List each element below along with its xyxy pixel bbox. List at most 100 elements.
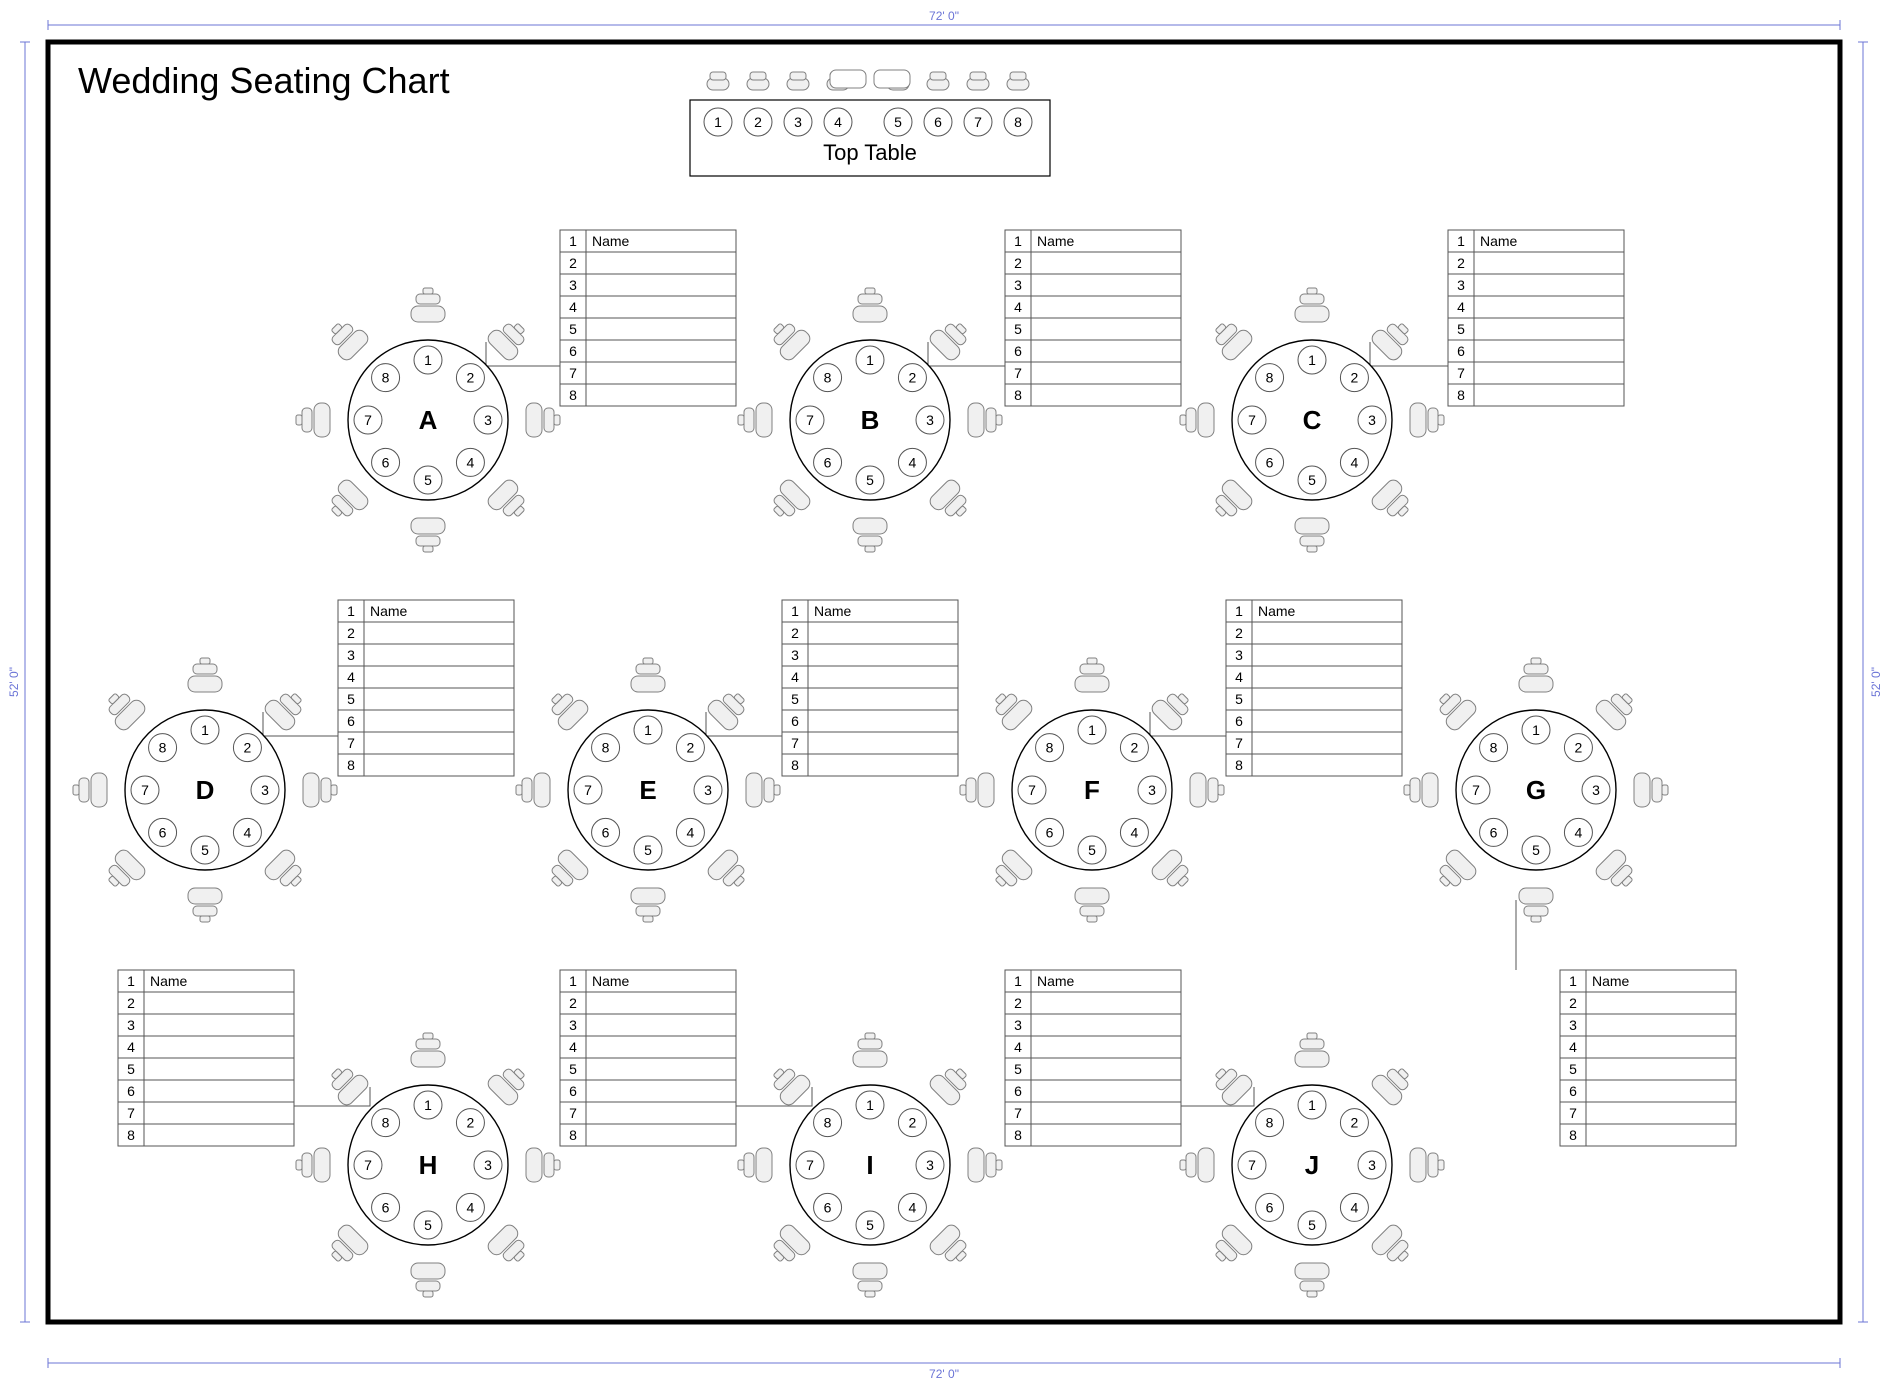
seat-number: 2 [1351, 370, 1359, 386]
seat-number: 7 [1028, 782, 1036, 798]
seating-chart-svg: 72' 0"72' 0"52' 0"52' 0"12345678Top Tabl… [0, 0, 1888, 1388]
chair [960, 773, 994, 807]
seat-number: 6 [1046, 824, 1054, 840]
grid-header: Name [814, 603, 852, 619]
seat-number: 6 [382, 1199, 390, 1215]
grid-row-number: 4 [1569, 1039, 1577, 1055]
grid-row-number: 2 [569, 255, 577, 271]
seat-number: 7 [584, 782, 592, 798]
grid-row-number: 1 [127, 973, 135, 989]
seat-number: 4 [1351, 1199, 1359, 1215]
grid-row-number: 4 [1014, 1039, 1022, 1055]
grid-row-number: 7 [127, 1105, 135, 1121]
top-table-chair-back [1010, 72, 1026, 80]
table-letter-C: C [1303, 405, 1322, 435]
seat-number: 2 [1131, 740, 1139, 756]
grid-row-number: 3 [569, 1017, 577, 1033]
grid-row-number: 3 [1569, 1017, 1577, 1033]
seat-number: 1 [644, 722, 652, 738]
chair [526, 1148, 560, 1182]
seat-number: 1 [1088, 722, 1096, 738]
chair [296, 1148, 330, 1182]
grid-row-number: 7 [569, 1105, 577, 1121]
grid-row-number: 6 [1235, 713, 1243, 729]
seat-number: 1 [424, 1097, 432, 1113]
chair [485, 315, 533, 363]
seat-number: 4 [244, 824, 252, 840]
seat-number: 7 [1248, 1157, 1256, 1173]
grid-row-number: 7 [1569, 1105, 1577, 1121]
chair [631, 658, 665, 692]
dimension-height-left: 52' 0" [7, 667, 21, 697]
seat-number: 6 [1490, 824, 1498, 840]
seat-number: 7 [1472, 782, 1480, 798]
chair [485, 1060, 533, 1108]
seat-number: 5 [1532, 842, 1540, 858]
grid-row-number: 8 [569, 387, 577, 403]
chair [1519, 888, 1553, 922]
grid-row-number: 6 [569, 1083, 577, 1099]
grid-row-number: 1 [791, 603, 799, 619]
grid-row-number: 7 [1235, 735, 1243, 751]
chair [927, 1060, 975, 1108]
top-table-seat-number: 6 [934, 114, 942, 130]
table-letter-H: H [419, 1150, 438, 1180]
dimension-height-right: 52' 0" [1869, 667, 1883, 697]
seat-number: 7 [806, 1157, 814, 1173]
seat-number: 1 [1308, 1097, 1316, 1113]
chair [968, 1148, 1002, 1182]
top-table-seat-number: 7 [974, 114, 982, 130]
grid-row-number: 5 [1457, 321, 1465, 337]
chair [1404, 773, 1438, 807]
seat-number: 8 [1266, 1115, 1274, 1131]
grid-row-number: 8 [347, 757, 355, 773]
chair [485, 1222, 533, 1270]
grid-row-number: 3 [127, 1017, 135, 1033]
seat-number: 8 [602, 740, 610, 756]
grid-row-number: 1 [569, 973, 577, 989]
chair [1369, 315, 1417, 363]
chair [631, 888, 665, 922]
grid-row-number: 6 [1014, 1083, 1022, 1099]
seat-number: 2 [1351, 1115, 1359, 1131]
chair [1180, 403, 1214, 437]
chair [1207, 1060, 1255, 1108]
seat-number: 5 [644, 842, 652, 858]
seat-number: 7 [806, 412, 814, 428]
grid-row-number: 2 [1014, 995, 1022, 1011]
seat-number: 3 [484, 1157, 492, 1173]
table-letter-A: A [419, 405, 438, 435]
seat-number: 4 [1131, 824, 1139, 840]
seat-number: 2 [909, 370, 917, 386]
chair [1369, 1060, 1417, 1108]
grid-row-number: 2 [1235, 625, 1243, 641]
seat-number: 4 [467, 1199, 475, 1215]
seat-number: 2 [244, 740, 252, 756]
grid-row-number: 4 [1014, 299, 1022, 315]
chair [1369, 1222, 1417, 1270]
chair [485, 477, 533, 525]
grid-row-number: 4 [569, 299, 577, 315]
chair [303, 773, 337, 807]
seat-number: 6 [382, 454, 390, 470]
dimension-width-bottom: 72' 0" [929, 1367, 959, 1381]
chair [262, 847, 310, 895]
chair [1410, 403, 1444, 437]
seat-number: 8 [1046, 740, 1054, 756]
grid-row-number: 7 [569, 365, 577, 381]
grid-row-number: 6 [347, 713, 355, 729]
table-letter-D: D [196, 775, 215, 805]
seat-number: 3 [484, 412, 492, 428]
chair [1295, 518, 1329, 552]
chair [765, 477, 813, 525]
grid-row-number: 7 [1457, 365, 1465, 381]
grid-row-number: 4 [791, 669, 799, 685]
grid-row-number: 3 [347, 647, 355, 663]
grid-header: Name [1592, 973, 1630, 989]
seat-number: 2 [467, 1115, 475, 1131]
chair [516, 773, 550, 807]
chair [1207, 477, 1255, 525]
grid-row-number: 2 [1014, 255, 1022, 271]
chair [738, 1148, 772, 1182]
seat-number: 6 [1266, 454, 1274, 470]
